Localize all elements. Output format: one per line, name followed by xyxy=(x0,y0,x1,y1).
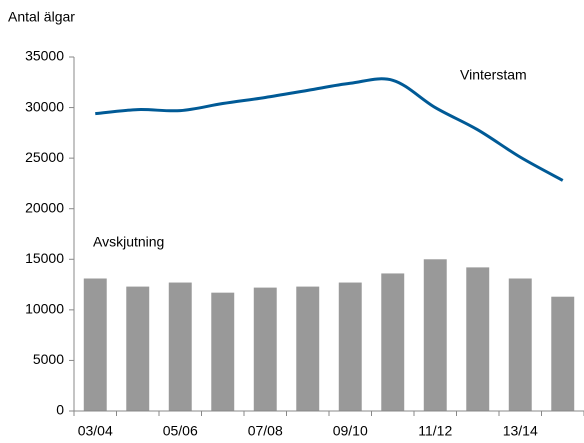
series-label: Avskjutning xyxy=(93,234,164,250)
x-tick-label: 09/10 xyxy=(333,423,368,439)
bar xyxy=(381,273,405,411)
x-tick-label: 07/08 xyxy=(248,423,283,439)
bar xyxy=(296,286,320,411)
bar xyxy=(168,282,192,411)
line xyxy=(95,77,564,182)
y-tick-label: 20000 xyxy=(25,199,64,215)
bar xyxy=(466,267,490,411)
x-tick-label: 03/04 xyxy=(78,423,113,439)
series-label: Vinterstam xyxy=(460,67,527,83)
bar xyxy=(508,278,532,411)
y-tick-label: 5000 xyxy=(33,351,64,367)
y-axis-title: Antal älgar xyxy=(8,9,75,25)
bar xyxy=(253,287,277,411)
bar xyxy=(551,296,575,411)
x-tick-label: 05/06 xyxy=(163,423,198,439)
y-tick-label: 0 xyxy=(56,402,64,418)
y-tick-label: 30000 xyxy=(25,98,64,114)
bar xyxy=(83,278,107,411)
y-tick-label: 15000 xyxy=(25,250,64,266)
bar xyxy=(126,286,150,411)
x-tick-label: 11/12 xyxy=(418,423,452,439)
y-tick-label: 35000 xyxy=(25,48,64,64)
x-tick-label: 13/14 xyxy=(503,423,538,439)
bar xyxy=(338,282,362,411)
y-tick-label: 10000 xyxy=(25,301,64,317)
bar xyxy=(211,292,235,411)
y-tick-label: 25000 xyxy=(25,149,64,165)
bar xyxy=(423,259,447,411)
